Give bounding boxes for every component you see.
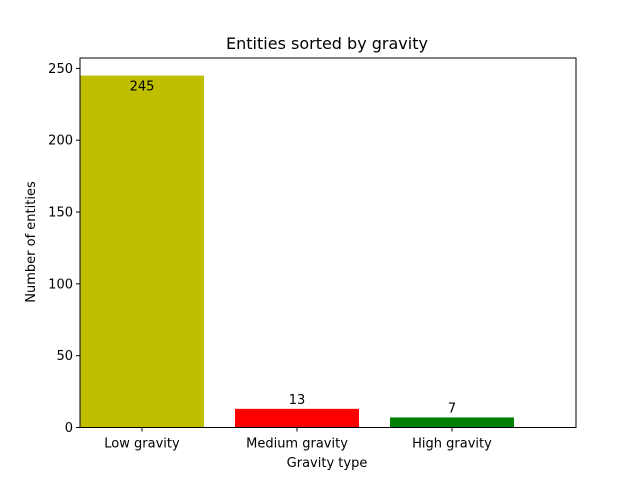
bar-2	[390, 417, 514, 428]
y-axis-ticks: 0 50 100 150 200 250	[48, 62, 80, 436]
bars-group	[80, 75, 514, 428]
y-tick-label-5: 250	[48, 62, 73, 77]
x-axis-label: Gravity type	[287, 456, 368, 471]
x-tick-label-0: Low gravity	[104, 437, 180, 452]
plot-frame	[79, 57, 577, 428]
data-label-2: 7	[448, 401, 456, 416]
y-tick-label-0: 0	[65, 421, 73, 436]
y-tick-label-2: 100	[48, 277, 73, 292]
chart-title: Entities sorted by gravity	[226, 34, 428, 53]
x-tick-label-1: Medium gravity	[246, 437, 348, 452]
bar-1	[235, 408, 359, 428]
y-tick-label-4: 200	[48, 134, 73, 149]
y-tick-label-3: 150	[48, 206, 73, 221]
data-label-0: 245	[130, 80, 155, 95]
data-labels-group: 245 13 7	[130, 80, 457, 417]
y-tick-label-1: 50	[56, 349, 73, 364]
x-axis-ticks: Low gravity Medium gravity High gravity	[104, 427, 492, 452]
x-tick-label-2: High gravity	[412, 437, 492, 452]
bar-0	[80, 75, 204, 428]
data-label-1: 13	[289, 393, 306, 408]
y-axis-label: Number of entities	[24, 181, 39, 303]
